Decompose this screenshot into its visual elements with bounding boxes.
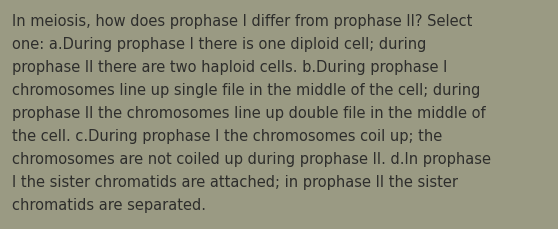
Text: chromatids are separated.: chromatids are separated. bbox=[12, 197, 206, 212]
Text: chromosomes line up single file in the middle of the cell; during: chromosomes line up single file in the m… bbox=[12, 83, 480, 98]
Text: prophase II there are two haploid cells. b.During prophase I: prophase II there are two haploid cells.… bbox=[12, 60, 448, 75]
Text: chromosomes are not coiled up during prophase II. d.In prophase: chromosomes are not coiled up during pro… bbox=[12, 151, 491, 166]
Text: I the sister chromatids are attached; in prophase II the sister: I the sister chromatids are attached; in… bbox=[12, 174, 458, 189]
Text: prophase II the chromosomes line up double file in the middle of: prophase II the chromosomes line up doub… bbox=[12, 106, 485, 120]
Text: the cell. c.During prophase I the chromosomes coil up; the: the cell. c.During prophase I the chromo… bbox=[12, 128, 442, 143]
Text: In meiosis, how does prophase I differ from prophase II? Select: In meiosis, how does prophase I differ f… bbox=[12, 14, 473, 29]
Text: one: a.During prophase I there is one diploid cell; during: one: a.During prophase I there is one di… bbox=[12, 37, 426, 52]
